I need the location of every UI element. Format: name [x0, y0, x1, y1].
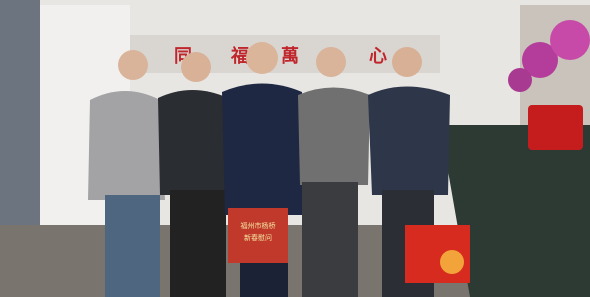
left-window — [0, 0, 40, 230]
flower-pot — [528, 105, 583, 150]
orchid — [550, 20, 590, 60]
page: 同 福 萬 心 福州市杨桥 新春慰问 (() => { const data =… — [0, 0, 590, 297]
sign-char: 心 — [369, 46, 387, 67]
orchid — [508, 68, 532, 92]
gift-box-print — [440, 250, 464, 274]
bag-text: 新春慰问 — [244, 233, 272, 242]
bag-text: 福州市杨桥 — [241, 221, 276, 230]
photo: 同 福 萬 心 福州市杨桥 新春慰问 — [0, 0, 590, 297]
sign-char: 萬 — [281, 46, 299, 67]
